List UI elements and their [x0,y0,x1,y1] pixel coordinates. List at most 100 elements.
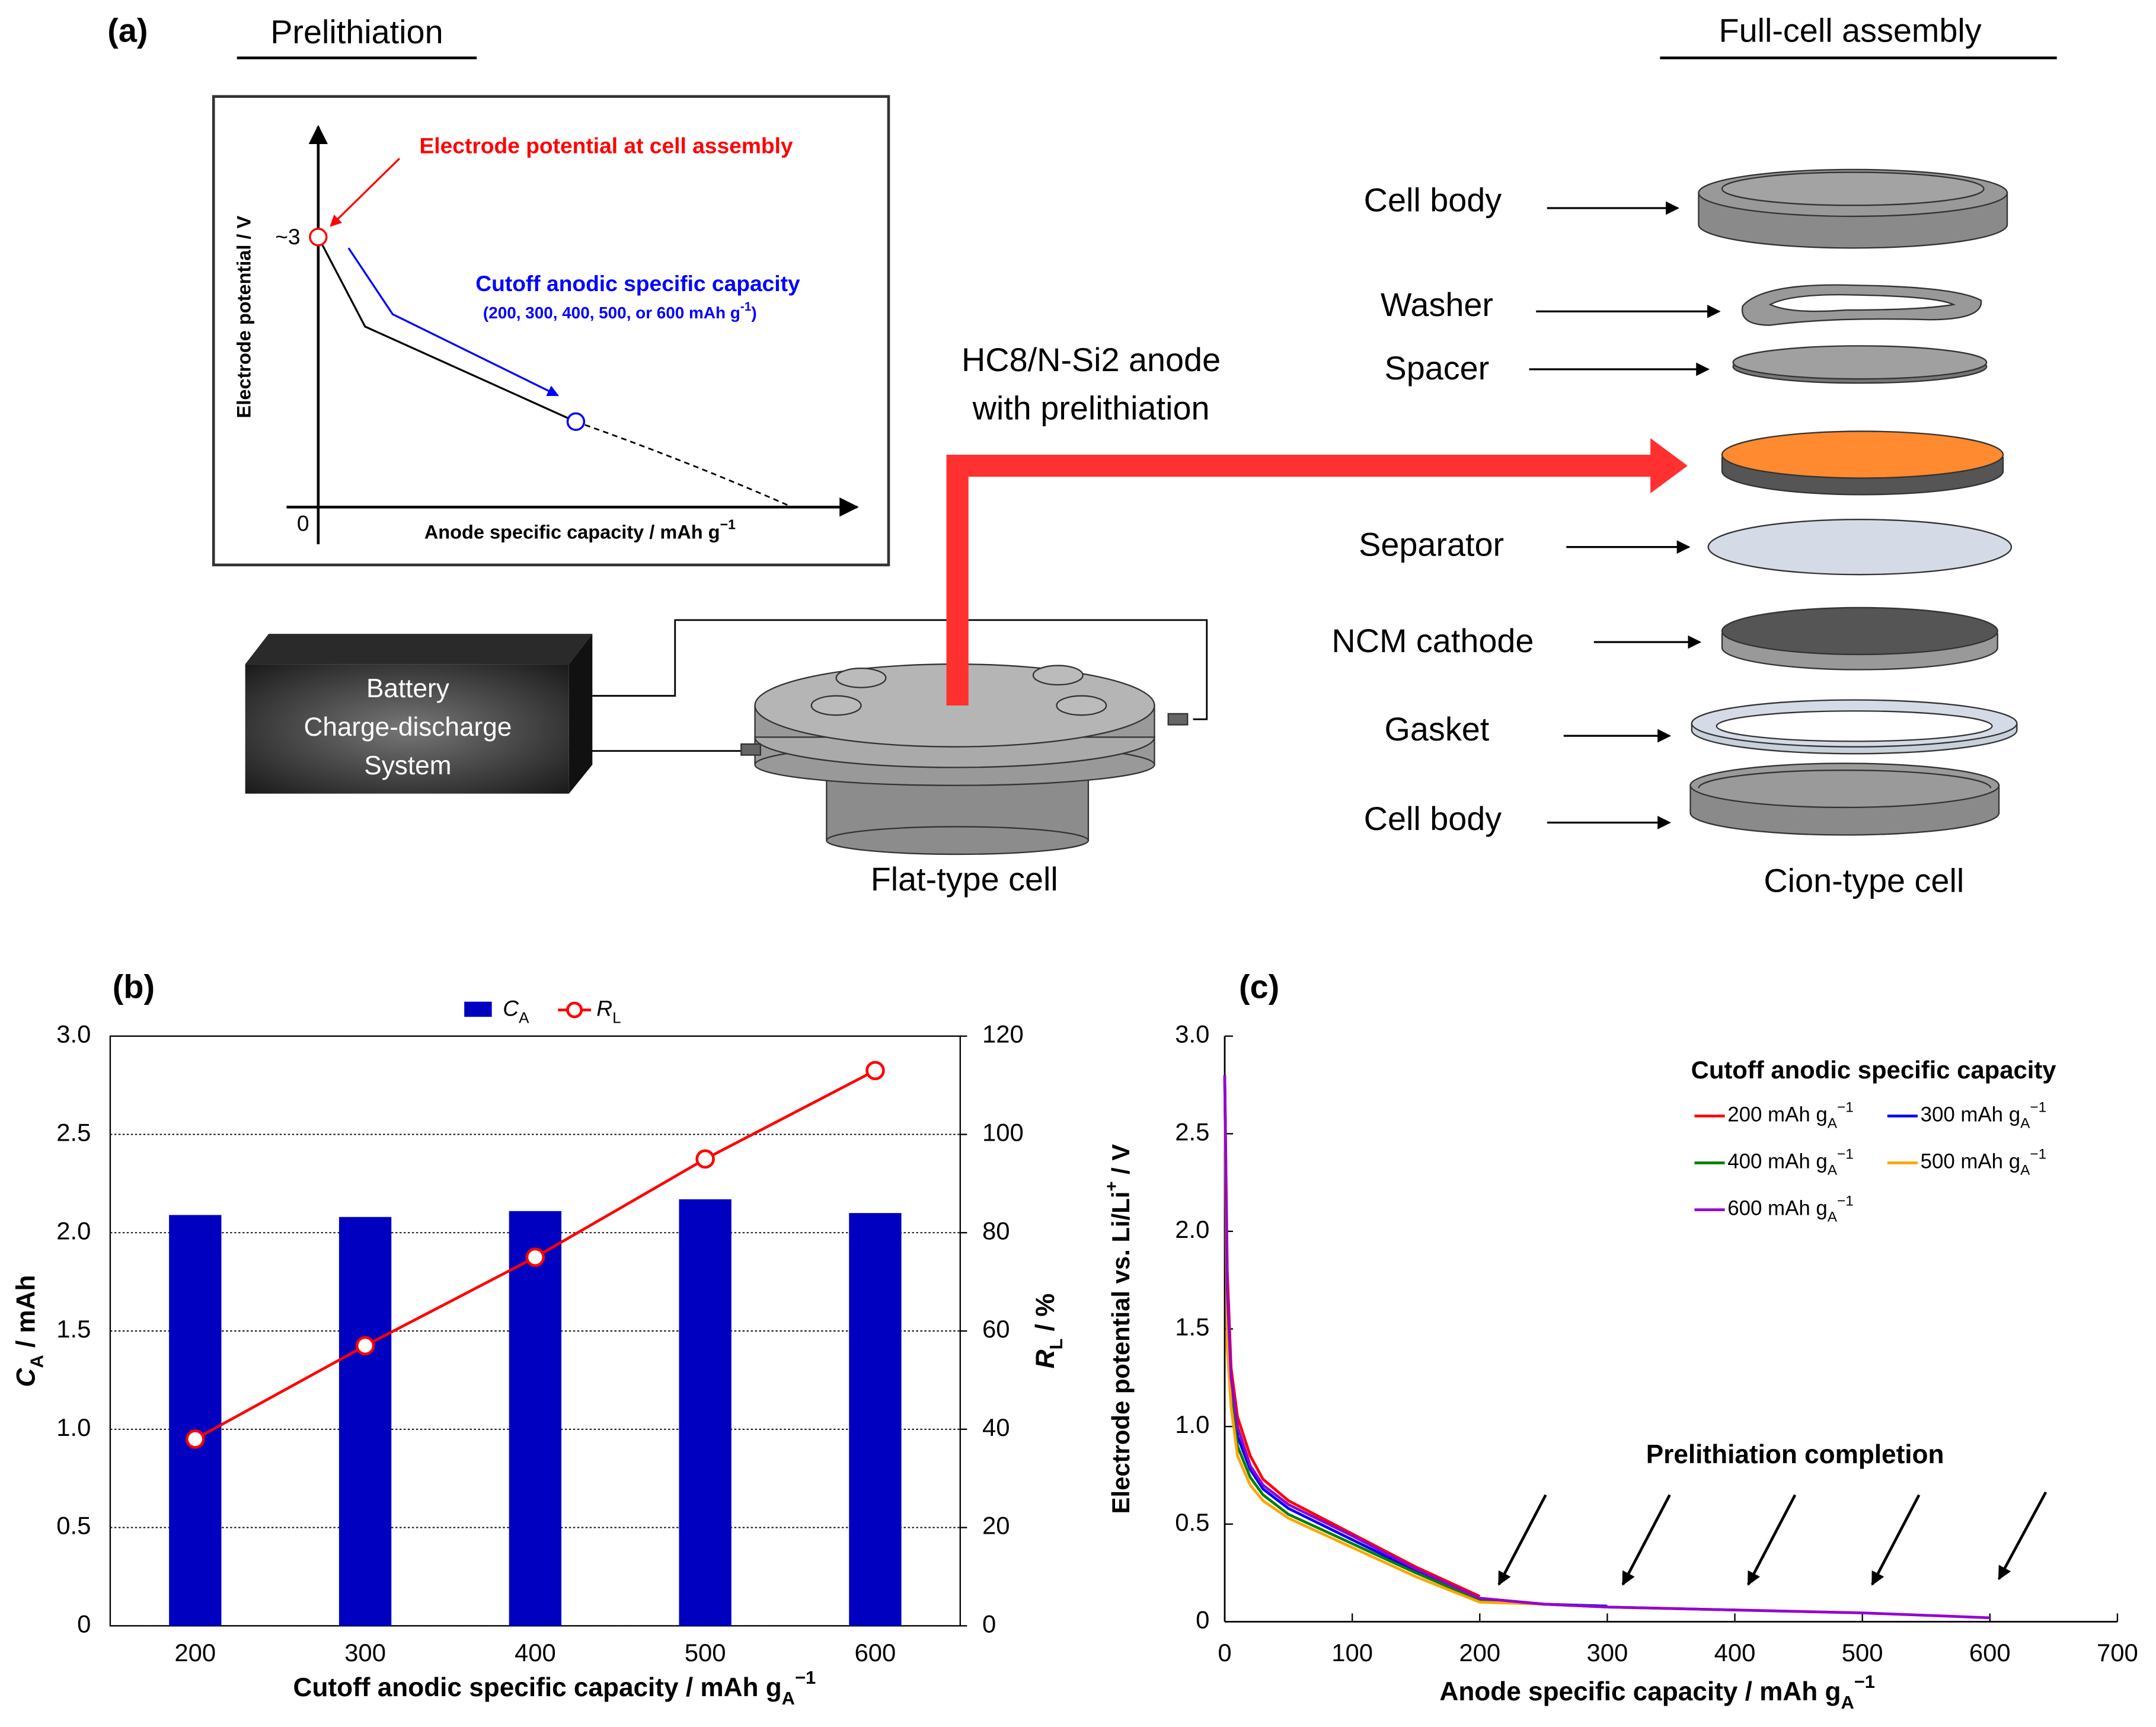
part-label: Separator [1359,526,1504,563]
x-tick-label: 600 [855,1639,896,1667]
text-part: C [11,1368,40,1387]
coin-cell [1689,168,2018,836]
legend-label: 400 mAh gA−1 [1727,1146,1854,1178]
inset-frame [212,95,890,567]
part-label: Cell body [1364,800,1502,837]
text-sub: A [782,1688,795,1709]
text-part: 600 mAh g [1727,1197,1828,1220]
nut [1032,665,1084,686]
completion-arrow [1621,1494,1671,1586]
x-tick-label: 200 [1459,1639,1500,1667]
x-tick-label: 100 [1331,1639,1373,1667]
text-sup: −1 [1837,1146,1854,1162]
bar [849,1213,902,1626]
text-part: R [1031,1349,1060,1368]
x-tick-label: 200 [174,1639,216,1667]
transfer-arrow [946,438,1688,706]
y2-tick-label: 0 [982,1610,996,1637]
text-sub: A [2020,1162,2030,1178]
text-sup: −1 [1854,1671,1875,1692]
nut [835,668,887,688]
text-sub: L [1046,1339,1066,1350]
cell-body-rim [1698,770,1992,789]
text-part: R [596,995,612,1020]
text-part: 300 mAh g [1921,1103,2021,1126]
panel-a: (a) Prelithiation Full-cell assembly Ele… [107,12,2057,899]
cell-body-top-inner [1721,171,1985,206]
x-tick-label: 500 [685,1639,726,1667]
anode [1721,430,2004,479]
y2-tick-label: 20 [982,1512,1010,1540]
marker [186,1429,205,1449]
text-sub: A [2020,1115,2030,1131]
text-part: Anode specific capacity / mAh g [1439,1677,1841,1706]
text-sub: A [1828,1162,1838,1178]
battery: Battery Charge-discharge System [245,634,593,794]
cutoff-point [566,412,586,431]
anode-label: HC8/N-Si2 anode [962,341,1221,378]
text-sup: −1 [720,517,736,532]
y-tick-label: 2.5 [56,1119,91,1147]
inset-curve-dashed [575,420,793,508]
coin-cell-label: Cion-type cell [1764,862,1964,899]
part-label: Spacer [1385,350,1490,387]
completion-arrow [1998,1491,2048,1581]
y-tick-label: 2.5 [1175,1118,1209,1145]
spacer [1732,345,1988,380]
y2-tick-label: 120 [982,1020,1024,1048]
marker [865,1061,885,1080]
heading: Prelithiation [270,14,443,50]
part-label: Washer [1381,286,1493,323]
ncm-cathode [1721,606,1998,656]
y-tick-label: 2.0 [1175,1215,1209,1243]
x-tick-label: 400 [515,1639,556,1667]
text-sub: A [519,1008,529,1026]
completion-arrows [1497,1491,2048,1586]
line [1223,1075,1735,1611]
x-tick-label: 500 [1842,1639,1883,1667]
legend-label: CA [503,995,529,1026]
blue-subnote: (200, 300, 400, 500, or 600 mAh g-1) [483,300,757,322]
y-tick-label: 1.5 [56,1315,91,1343]
bar [679,1199,732,1626]
y-tick-label: 3.0 [1175,1020,1209,1048]
blue-note: Cutoff anodic specific capacity [475,271,800,296]
x-tick-label: 400 [1714,1639,1756,1667]
x-tick-label: 300 [344,1639,386,1667]
marker [525,1247,545,1267]
start-point [309,228,328,247]
panel-label: (c) [1239,968,1279,1005]
text-part: Anode specific capacity / mAh g [424,521,720,542]
inset-y-label: Electrode potential / V [233,216,254,419]
battery-front [245,664,569,794]
y-tick-label: 1.0 [56,1413,91,1441]
completion-arrow [1747,1494,1797,1586]
part-label: Cell body [1364,181,1502,218]
text-sup: −1 [1837,1193,1854,1209]
marker [355,1336,375,1356]
y-tick-label: 0.5 [1175,1508,1209,1536]
y-tick-label: 0 [77,1610,91,1637]
y-tick-label: 2.0 [56,1217,91,1244]
text-sup: −1 [2030,1146,2046,1162]
washer-hole [1768,293,1956,312]
line [1223,1075,1608,1608]
y-axis-label: CA / mAh [11,1275,47,1387]
y-tick-label: 1.0 [1175,1410,1209,1438]
line [1223,1075,1990,1620]
y-axis-label: Electrode potential vs. Li/Li+ / V [1102,1144,1135,1514]
cell-base-bottom [826,826,1090,855]
panel-label: (b) [113,968,155,1005]
text-part: 500 mAh g [1921,1150,2021,1173]
completion-arrow [1871,1494,1921,1586]
gasket-hole [1716,710,1993,742]
battery-side [568,634,593,794]
x-axis-label: Cutoff anodic specific capacity / mAh gA… [293,1667,816,1709]
legend-label: 300 mAh gA−1 [1921,1099,2047,1131]
text-sub: A [1828,1115,1838,1131]
text-part: / % [1031,1294,1060,1339]
blue-arrow [347,247,559,397]
line [1223,1075,1481,1598]
terminal [740,743,761,756]
